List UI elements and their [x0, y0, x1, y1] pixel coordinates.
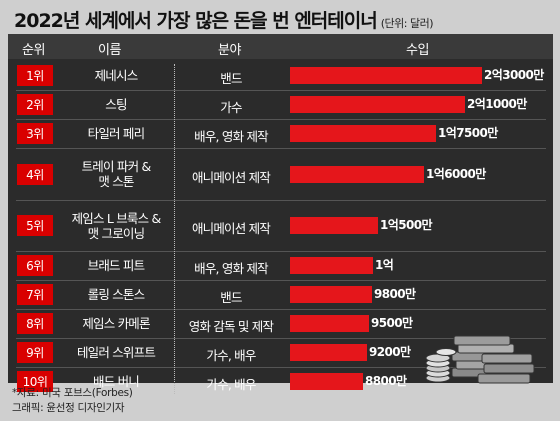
income-label: 2억1000만 [467, 97, 527, 111]
income-label: 2억3000만 [484, 68, 544, 82]
income-bar [290, 286, 372, 303]
income-label: 9500만 [371, 316, 413, 330]
credit-text: 그래픽: 윤선정 디자인기자 [12, 402, 125, 414]
table-row: 7위 롤링 스톤스 밴드 9800만 [8, 280, 553, 309]
row-separator [16, 280, 546, 281]
table-row: 1위 제네시스 밴드 2억3000만 [8, 61, 553, 90]
table-row: 10위 배드 버니 가수, 배우 8800만 [8, 367, 553, 396]
field-label: 영화 감독 및 제작 [188, 319, 274, 334]
entertainer-name: 롤링 스톤스 [87, 287, 145, 302]
row-separator [16, 251, 546, 252]
income-label: 9800만 [374, 287, 416, 301]
header-rank: 순위 [22, 43, 45, 58]
rank-badge: 1위 [17, 65, 53, 86]
field-label: 가수, 배우 [206, 348, 256, 363]
header-name: 이름 [98, 43, 121, 58]
row-separator [16, 200, 546, 201]
entertainer-name: 제임스 카메론 [82, 316, 150, 331]
row-separator [16, 309, 546, 310]
rank-badge: 9위 [17, 342, 53, 363]
income-bar [290, 315, 369, 332]
rank-badge: 8위 [17, 313, 53, 334]
chart-title: 2022년 세계에서 가장 많은 돈을 번 엔터테이너 (단위: 달러) [14, 10, 434, 32]
income-label: 1억 [375, 258, 394, 272]
entertainer-name: 스팅 [105, 97, 127, 112]
chart-panel: 순위 이름 분야 수입 1위 제네시스 밴드 2억3000만 2위 스팅 가수 2억1000만… [8, 34, 553, 394]
source-note: *자료: 미국 포브스(Forbes) 그래픽: 윤선정 디자인기자 [12, 386, 133, 416]
rank-badge: 5위 [17, 215, 53, 236]
table-row: 9위 테일러 스위프트 가수, 배우 9200만 [8, 338, 553, 367]
income-bar [290, 96, 465, 113]
income-bar [290, 125, 436, 142]
income-bar [290, 373, 363, 390]
table-row: 4위 트레이 파커 & 맷 스톤 애니메이션 제작 1억6000만 [8, 148, 553, 200]
income-bar [290, 217, 378, 234]
row-separator [16, 367, 546, 368]
unit-label: (단위: 달러) [380, 17, 434, 30]
table-row: 2위 스팅 가수 2억1000만 [8, 90, 553, 119]
field-label: 애니메이션 제작 [191, 169, 271, 185]
field-label: 배우, 영화 제작 [194, 261, 269, 276]
table-row: 3위 타일러 페리 배우, 영화 제작 1억7500만 [8, 119, 553, 148]
income-label: 8800만 [365, 374, 407, 388]
rank-badge: 2위 [17, 94, 53, 115]
entertainer-name: 트레이 파커 & 맷 스톤 [81, 159, 152, 189]
entertainer-name: 테일러 스위프트 [76, 345, 156, 360]
field-label: 배우, 영화 제작 [194, 129, 269, 144]
income-label: 9200만 [369, 345, 411, 359]
field-label: 애니메이션 제작 [191, 221, 271, 236]
column-divider [174, 64, 175, 394]
row-separator [16, 148, 546, 149]
row-separator [16, 338, 546, 339]
source-text: *자료: 미국 포브스(Forbes) [12, 387, 133, 399]
row-separator [16, 90, 546, 91]
income-bar [290, 257, 373, 274]
header-income: 수입 [406, 43, 429, 58]
table-row: 8위 제임스 카메론 영화 감독 및 제작 9500만 [8, 309, 553, 338]
money-stack-icon [425, 335, 535, 384]
header-field: 분야 [218, 43, 241, 58]
rank-badge: 10위 [17, 371, 53, 392]
field-label: 밴드 [220, 290, 242, 305]
rank-badge: 6위 [17, 255, 53, 276]
entertainer-name: 배드 버니 [93, 374, 140, 389]
rank-badge: 7위 [17, 284, 53, 305]
table-row: 5위 제임스 L 브룩스 & 맷 그로이닝 애니메이션 제작 1억500만 [8, 200, 553, 251]
entertainer-name: 제임스 L 브룩스 & 맷 그로이닝 [71, 210, 162, 241]
field-label: 밴드 [220, 71, 242, 86]
income-bar [290, 344, 367, 361]
entertainer-name: 타일러 페리 [87, 126, 145, 141]
income-label: 1억6000만 [426, 166, 486, 181]
entertainer-name: 제네시스 [94, 68, 139, 83]
field-label: 가수 [220, 100, 242, 115]
income-bar [290, 67, 482, 84]
row-separator [16, 119, 546, 120]
rank-badge: 3위 [17, 123, 53, 144]
entertainer-name: 브래드 피트 [87, 258, 145, 273]
rank-badge: 4위 [17, 163, 53, 185]
income-label: 1억500만 [380, 218, 432, 232]
table-row: 6위 브래드 피트 배우, 영화 제작 1억 [8, 251, 553, 280]
field-label: 가수, 배우 [206, 377, 256, 392]
table-header: 순위 이름 분야 수입 [8, 34, 553, 59]
income-bar [290, 165, 424, 183]
income-label: 1억7500만 [438, 126, 498, 140]
